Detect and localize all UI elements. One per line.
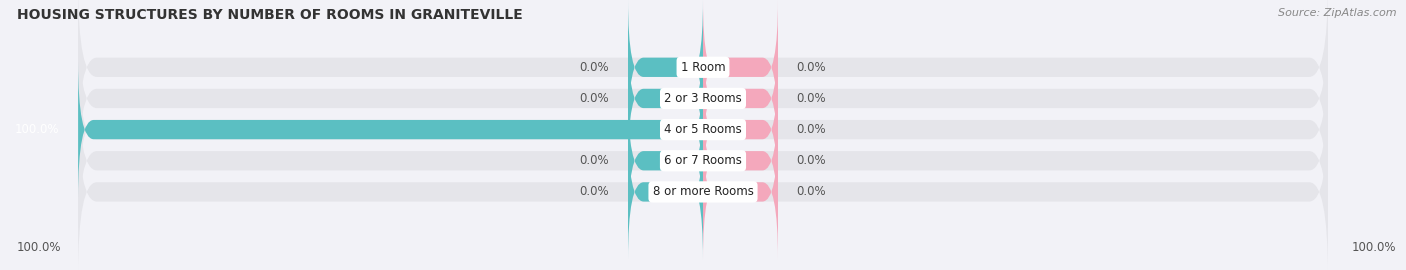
- Text: 0.0%: 0.0%: [579, 61, 609, 74]
- FancyBboxPatch shape: [628, 30, 703, 167]
- FancyBboxPatch shape: [79, 61, 703, 198]
- FancyBboxPatch shape: [628, 93, 703, 229]
- Text: 0.0%: 0.0%: [797, 123, 827, 136]
- Text: 0.0%: 0.0%: [797, 154, 827, 167]
- Text: 0.0%: 0.0%: [797, 92, 827, 105]
- FancyBboxPatch shape: [703, 61, 778, 198]
- Text: 0.0%: 0.0%: [579, 92, 609, 105]
- FancyBboxPatch shape: [628, 124, 703, 260]
- Text: 0.0%: 0.0%: [579, 185, 609, 198]
- FancyBboxPatch shape: [703, 124, 778, 260]
- Text: 8 or more Rooms: 8 or more Rooms: [652, 185, 754, 198]
- FancyBboxPatch shape: [79, 77, 1327, 245]
- Text: 100.0%: 100.0%: [15, 123, 59, 136]
- FancyBboxPatch shape: [79, 108, 1327, 270]
- FancyBboxPatch shape: [703, 0, 778, 136]
- FancyBboxPatch shape: [703, 30, 778, 167]
- Text: 100.0%: 100.0%: [1351, 241, 1396, 254]
- Text: HOUSING STRUCTURES BY NUMBER OF ROOMS IN GRANITEVILLE: HOUSING STRUCTURES BY NUMBER OF ROOMS IN…: [17, 8, 523, 22]
- FancyBboxPatch shape: [628, 0, 703, 136]
- Text: 2 or 3 Rooms: 2 or 3 Rooms: [664, 92, 742, 105]
- FancyBboxPatch shape: [79, 15, 1327, 182]
- FancyBboxPatch shape: [703, 93, 778, 229]
- Text: 1 Room: 1 Room: [681, 61, 725, 74]
- Text: 4 or 5 Rooms: 4 or 5 Rooms: [664, 123, 742, 136]
- FancyBboxPatch shape: [79, 0, 1327, 151]
- Text: 6 or 7 Rooms: 6 or 7 Rooms: [664, 154, 742, 167]
- Text: 0.0%: 0.0%: [579, 154, 609, 167]
- Text: 100.0%: 100.0%: [17, 241, 62, 254]
- Text: 0.0%: 0.0%: [797, 61, 827, 74]
- Text: Source: ZipAtlas.com: Source: ZipAtlas.com: [1278, 8, 1396, 18]
- Text: 0.0%: 0.0%: [797, 185, 827, 198]
- FancyBboxPatch shape: [79, 46, 1327, 213]
